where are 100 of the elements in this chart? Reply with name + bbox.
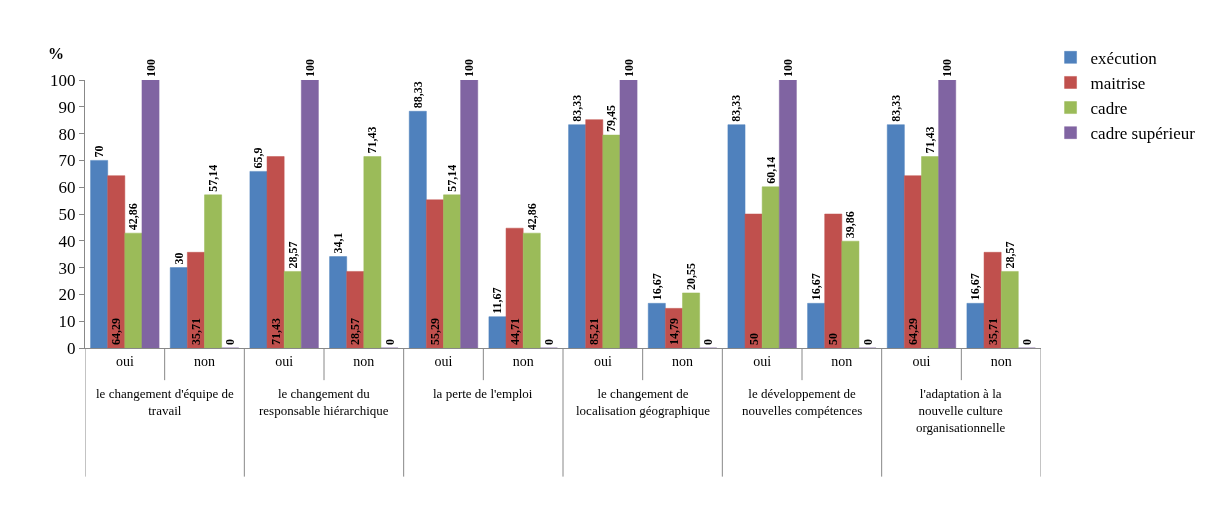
bar <box>301 80 319 348</box>
bar <box>141 80 160 348</box>
bar <box>682 292 700 348</box>
data-label: 0 <box>382 339 397 345</box>
data-label: 28,57 <box>285 241 300 269</box>
data-label: 16,67 <box>649 273 664 301</box>
y-tick-label: 100 <box>50 70 76 90</box>
y-tick-label: 50 <box>58 204 76 224</box>
y-tick-label: 0 <box>67 338 76 358</box>
data-label: 100 <box>621 59 636 77</box>
y-tick-label: 80 <box>58 124 76 144</box>
bar <box>807 303 825 348</box>
data-label: 100 <box>780 59 795 77</box>
data-label: 79,45 <box>604 105 619 133</box>
data-label: 50 <box>826 333 841 345</box>
data-label: 28,57 <box>1002 241 1017 269</box>
data-label: 60,14 <box>763 156 778 184</box>
bar <box>966 303 985 348</box>
data-label: 0 <box>1019 339 1034 345</box>
bar <box>983 252 1002 348</box>
y-tick-label: 20 <box>58 285 76 305</box>
bar <box>90 160 108 348</box>
data-label: 20,55 <box>684 262 699 290</box>
bar <box>266 156 285 348</box>
data-label: 0 <box>860 339 875 345</box>
bar <box>204 194 222 348</box>
data-label: 64,29 <box>905 318 920 345</box>
data-label: 50 <box>746 333 761 345</box>
x-tick-label: non <box>194 353 215 369</box>
bar <box>647 303 666 348</box>
legend-label: maitrise <box>1090 74 1146 94</box>
data-label: 44,71 <box>507 318 522 345</box>
bar <box>602 134 621 348</box>
data-label: 42,86 <box>524 203 539 231</box>
bar <box>363 156 382 348</box>
x-tick-label: non <box>672 353 693 369</box>
data-label: 71,43 <box>923 126 938 154</box>
text: l'adaptation à la nouvelle culture organisationnelle <box>916 386 1006 435</box>
text: le changement d'équipe de travail <box>96 386 234 418</box>
data-label: 88,33 <box>410 81 425 109</box>
data-label: 35,71 <box>985 318 1000 345</box>
data-label: 71,43 <box>268 318 283 345</box>
bar <box>169 267 188 348</box>
data-label: 71,43 <box>365 126 380 154</box>
bar <box>619 80 638 348</box>
legend-label: cadre supérieur <box>1090 124 1196 144</box>
x-tick-label: non <box>831 353 853 369</box>
bar <box>522 232 541 348</box>
data-label: 85,21 <box>587 318 602 345</box>
legend-label: exécution <box>1090 48 1158 68</box>
y-axis-title: % <box>48 45 64 62</box>
text: le changement de localisation géographique <box>576 386 711 418</box>
data-label: 83,33 <box>729 94 744 122</box>
bar <box>886 124 905 348</box>
bar <box>460 80 479 348</box>
bar <box>329 256 347 348</box>
data-label: 83,33 <box>888 94 903 122</box>
bar <box>824 213 843 348</box>
bar <box>568 124 586 348</box>
x-tick-label: oui <box>115 353 134 369</box>
data-label: 34,1 <box>331 232 346 254</box>
x-tick-label: non <box>990 353 1012 369</box>
bar <box>761 186 780 348</box>
bar <box>727 124 746 348</box>
y-tick-label: 40 <box>58 231 76 251</box>
x-tick-label: oui <box>275 353 294 369</box>
data-label: 0 <box>223 339 238 345</box>
data-label: 16,67 <box>968 273 983 301</box>
data-label: 0 <box>541 339 556 345</box>
bar <box>488 316 507 348</box>
data-label: 39,86 <box>843 211 858 239</box>
legend-label: cadre <box>1090 99 1128 119</box>
x-tick-label: oui <box>912 353 931 369</box>
data-label: 16,67 <box>809 273 824 301</box>
y-tick-label: 90 <box>58 97 76 117</box>
y-tick-label: 70 <box>58 151 76 171</box>
data-label: 64,29 <box>109 318 124 345</box>
bar <box>408 111 427 348</box>
data-label: 28,57 <box>348 318 363 345</box>
bar <box>426 199 444 348</box>
x-tick-label: oui <box>593 353 612 369</box>
bar <box>249 171 268 348</box>
data-label: 83,33 <box>570 94 585 122</box>
bar <box>1000 271 1019 348</box>
data-label: 0 <box>701 339 716 345</box>
data-label: 65,9 <box>251 147 266 169</box>
bar <box>443 194 461 348</box>
y-tick-label: 30 <box>58 258 76 278</box>
bar <box>744 213 763 348</box>
data-label: 57,14 <box>445 164 460 192</box>
data-label: 70 <box>92 145 107 158</box>
data-label: 55,29 <box>427 318 442 345</box>
data-label: 30 <box>171 252 186 265</box>
data-label: 100 <box>940 59 955 77</box>
bar <box>841 240 860 348</box>
data-label: 100 <box>462 59 477 77</box>
data-label: 100 <box>143 59 158 77</box>
bar <box>904 175 922 348</box>
x-tick-label: non <box>353 353 375 369</box>
text: le changement du responsable hiérarchique <box>259 386 389 418</box>
